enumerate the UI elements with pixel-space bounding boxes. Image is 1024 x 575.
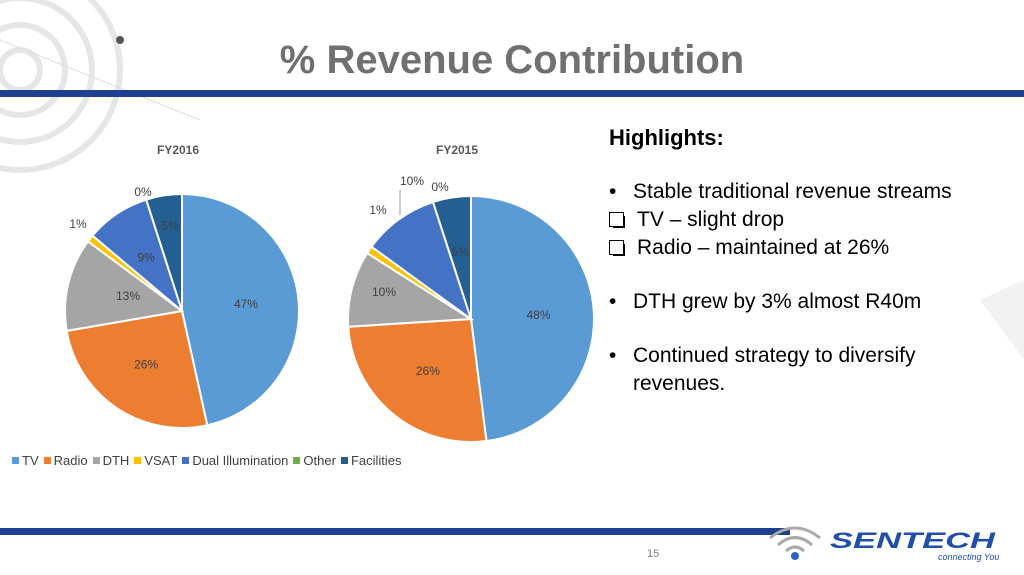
checkbox-item: TV – slight drop bbox=[609, 206, 1009, 234]
decorative-shadow bbox=[980, 280, 1024, 360]
legend-item-dual-illumination: Dual Illumination bbox=[182, 453, 288, 468]
pie-slice-dth bbox=[347, 251, 475, 328]
data-label-dual-illumination: 9% bbox=[137, 251, 155, 265]
pie-chart-fy2016: 47% 26% 13% 1% 9% 0% 5% bbox=[64, 185, 300, 429]
pie-slice-dth bbox=[64, 239, 185, 333]
data-label-vsat: 1% bbox=[369, 203, 387, 217]
checkbox-item: Radio – maintained at 26% bbox=[609, 234, 1009, 262]
header-band bbox=[0, 90, 1024, 97]
legend-label: TV bbox=[22, 453, 39, 468]
page-title: % Revenue Contribution bbox=[279, 38, 745, 82]
data-label-dual-illumination: 10% bbox=[400, 174, 424, 188]
footer-band bbox=[0, 528, 790, 535]
decorative-dot bbox=[116, 36, 124, 44]
chart-title-fy2016: FY2016 bbox=[157, 143, 200, 157]
highlights-heading: Highlights: bbox=[609, 125, 724, 150]
logo-wifi-icon bbox=[769, 526, 821, 553]
legend-swatch bbox=[43, 457, 51, 464]
decorative-line bbox=[0, 39, 201, 121]
bullet-icon: • bbox=[609, 344, 617, 367]
data-label-other: 0% bbox=[134, 185, 152, 199]
bullet-item: • DTH grew by 3% almost R40m bbox=[609, 288, 1009, 316]
data-label-dth: 10% bbox=[372, 285, 396, 299]
legend-item-dth: DTH bbox=[92, 453, 130, 468]
sentech-logo: SENTECH connecting You bbox=[769, 526, 999, 562]
logo-wordmark: SENTECH bbox=[830, 528, 997, 553]
bullet-icon: • bbox=[609, 290, 617, 313]
chart-legend: TV Radio DTH VSAT Dual Illumination Other Faci… bbox=[12, 453, 405, 468]
legend-swatch bbox=[12, 457, 19, 464]
legend-label: Dual Illumination bbox=[192, 453, 289, 468]
legend-label: Radio bbox=[53, 453, 88, 468]
legend-item-radio: Radio bbox=[43, 453, 88, 468]
pie-chart-fy2015: 48% 26% 10% 1% 10% 0% 5% bbox=[347, 174, 595, 443]
bullet-item: • Continued strategy to diversify revenue… bbox=[609, 342, 1009, 398]
legend-swatch bbox=[92, 457, 100, 464]
data-label-facilities: 5% bbox=[452, 245, 470, 259]
logo-tagline: connecting You bbox=[938, 552, 999, 562]
legend-swatch bbox=[134, 457, 142, 464]
pie-slice-tv bbox=[470, 194, 595, 443]
legend-item-other: Other bbox=[293, 453, 336, 468]
legend-swatch bbox=[293, 457, 301, 464]
data-label-tv: 47% bbox=[234, 297, 258, 311]
highlights-list: • Stable traditional revenue streams TV – … bbox=[609, 178, 1009, 398]
wifi-watermark-icon bbox=[0, 0, 123, 173]
bullet-text: TV – slight drop bbox=[637, 208, 785, 231]
data-label-dth: 13% bbox=[116, 289, 140, 303]
legend-swatch bbox=[182, 457, 190, 464]
pie-slice-facilities bbox=[431, 194, 472, 320]
checkbox-icon bbox=[609, 206, 633, 234]
legend-swatch bbox=[340, 457, 348, 464]
data-label-vsat: 1% bbox=[69, 217, 87, 231]
bullet-icon: • bbox=[609, 180, 617, 203]
legend-label: Facilities bbox=[350, 453, 402, 468]
pie-slice-radio bbox=[347, 317, 488, 443]
data-label-facilities: 5% bbox=[161, 219, 179, 233]
legend-item-vsat: VSAT bbox=[134, 453, 177, 468]
data-label-tv: 48% bbox=[527, 308, 551, 322]
bullet-item: • Stable traditional revenue streams bbox=[609, 178, 1009, 206]
pie-slice-facilities bbox=[144, 192, 183, 312]
checkbox-icon bbox=[609, 234, 633, 262]
legend-label: VSAT bbox=[144, 453, 178, 468]
bullet-text: DTH grew by 3% almost R40m bbox=[633, 290, 922, 313]
legend-item-facilities: Facilities bbox=[340, 453, 402, 468]
bullet-text: Continued strategy to diversify revenues… bbox=[633, 344, 916, 395]
bullet-text: Stable traditional revenue streams bbox=[633, 180, 952, 203]
legend-label: Other bbox=[303, 453, 336, 468]
pie-slice-tv bbox=[181, 192, 300, 427]
pie-slice-radio bbox=[65, 309, 209, 429]
data-label-other: 0% bbox=[431, 180, 449, 194]
page-number: 15 bbox=[647, 548, 660, 560]
legend-label: DTH bbox=[102, 453, 130, 468]
data-label-radio: 26% bbox=[134, 357, 158, 371]
pie-slice-dual-illumination bbox=[370, 200, 473, 322]
legend-item-tv: TV bbox=[12, 453, 39, 468]
data-label-radio: 26% bbox=[416, 364, 440, 378]
chart-title-fy2015: FY2015 bbox=[436, 143, 479, 157]
bullet-text: Radio – maintained at 26% bbox=[637, 236, 890, 259]
